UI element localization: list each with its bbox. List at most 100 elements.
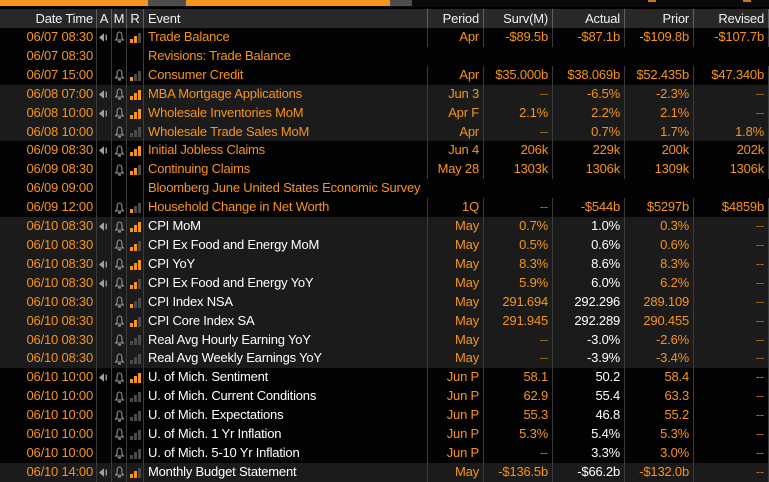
audio-cell	[96, 406, 111, 426]
prior-cell: 1.7%	[624, 122, 693, 142]
alert-cell	[111, 179, 126, 199]
speaker-icon[interactable]	[98, 108, 110, 119]
relevance-bars-icon	[129, 203, 141, 214]
prior-cell: 5.3%	[624, 425, 693, 444]
bell-icon[interactable]	[114, 428, 125, 440]
speaker-icon[interactable]	[98, 89, 110, 100]
alert-cell	[111, 28, 126, 47]
period-cell: May	[427, 349, 483, 369]
table-row[interactable]: 06/10 08:30 CPI Core Index SA M	[0, 311, 769, 331]
speaker-icon[interactable]	[98, 467, 110, 478]
table-row[interactable]: 06/10 10:00 U. of Mich. 1 Yr Inflat	[0, 425, 769, 444]
event-name: U. of Mich. Sentiment	[143, 368, 427, 388]
alert-cell	[111, 406, 126, 426]
tab-indicator-2[interactable]	[186, 0, 390, 6]
table-row[interactable]: 06/10 08:30 CPI YoY May 8.3	[0, 254, 769, 274]
table-row[interactable]: 06/10 08:30 CPI Ex Food and Energy	[0, 235, 769, 255]
bell-icon[interactable]	[114, 107, 125, 119]
table-row[interactable]: 06/09 12:00 Household Change in Net	[0, 198, 769, 218]
bell-icon[interactable]	[114, 466, 125, 478]
audio-cell	[96, 349, 111, 369]
bell-icon[interactable]	[114, 334, 125, 346]
table-row[interactable]: 06/10 14:00 Monthly Budget Statemen	[0, 462, 769, 482]
table-row[interactable]: 06/09 09:00 Bloomberg June United S	[0, 179, 769, 199]
bell-icon[interactable]	[114, 447, 125, 459]
table-row[interactable]: 06/10 08:30 CPI MoM May 0.7	[0, 217, 769, 236]
speaker-icon[interactable]	[98, 221, 110, 232]
bell-icon[interactable]	[114, 277, 125, 289]
table-row[interactable]: 06/09 08:30 Continuing Claims M	[0, 160, 769, 180]
bell-icon[interactable]	[114, 88, 125, 100]
audio-cell	[96, 273, 111, 293]
bell-icon[interactable]	[114, 164, 125, 176]
date-time-cell: 06/10 08:30	[26, 312, 94, 328]
bell-icon[interactable]	[114, 410, 125, 422]
table-row[interactable]: 06/10 08:30 CPI Ex Food and Energy	[0, 273, 769, 293]
event-name: CPI Ex Food and Energy YoY	[143, 273, 427, 293]
prior-cell: 0.6%	[624, 235, 693, 255]
bell-icon[interactable]	[114, 258, 125, 270]
bell-icon[interactable]	[114, 31, 125, 43]
revised-cell: --	[693, 443, 769, 463]
table-row[interactable]: 06/07 08:30 Revisions: Trade Balanc	[0, 46, 769, 66]
table-row[interactable]: 06/07 15:00 Consumer Credit Apr	[0, 65, 769, 85]
bell-icon[interactable]	[114, 372, 125, 384]
prior-cell: 3.0%	[624, 443, 693, 463]
table-row[interactable]: 06/10 10:00 U. of Mich. Sentiment	[0, 368, 769, 388]
relevance-bars-icon	[129, 429, 141, 440]
table-row[interactable]: 06/08 10:00 Wholesale Trade Sales M	[0, 122, 769, 142]
table-row[interactable]: 06/10 08:30 Real Avg Hourly Earning	[0, 330, 769, 350]
relevance-cell	[126, 311, 143, 331]
speaker-icon[interactable]	[98, 278, 110, 289]
bell-icon[interactable]	[114, 221, 125, 233]
tab-indicator-1[interactable]	[0, 0, 148, 6]
date-time-cell: 06/10 08:30	[26, 255, 94, 271]
surv-cell: 5.3%	[483, 425, 552, 444]
prior-cell: 58.4	[624, 368, 693, 388]
clipped-toolbar-text-fragment	[743, 0, 751, 2]
bell-icon[interactable]	[114, 353, 125, 365]
bell-icon[interactable]	[114, 69, 125, 81]
header-revised: Revised	[693, 9, 769, 28]
date-time-cell: 06/08 10:00	[26, 104, 94, 120]
period-cell: 1Q	[427, 198, 483, 218]
alert-cell	[111, 65, 126, 85]
table-row[interactable]: 06/10 08:30 Real Avg Weekly Earning	[0, 349, 769, 369]
bell-icon[interactable]	[114, 315, 125, 327]
table-row[interactable]: 06/07 08:30 Trade Balance Apr	[0, 28, 769, 47]
table-row[interactable]: 06/09 08:30 Initial Jobless Claims	[0, 141, 769, 161]
date-time-cell: 06/08 07:00	[26, 85, 94, 101]
table-row[interactable]: 06/10 10:00 U. of Mich. 5-10 Yr Inf	[0, 443, 769, 463]
event-name: Monthly Budget Statement	[143, 462, 427, 482]
prior-cell: $52.435b	[624, 65, 693, 85]
audio-cell	[96, 330, 111, 350]
table-header-row: Date Time A M R Event Period Surv(M) Act…	[0, 9, 769, 28]
event-name: Initial Jobless Claims	[143, 141, 427, 161]
date-time-cell: 06/09 09:00	[26, 180, 94, 196]
bell-icon[interactable]	[114, 391, 125, 403]
relevance-cell	[126, 368, 143, 388]
speaker-icon[interactable]	[98, 372, 110, 383]
relevance-bars-icon	[129, 259, 141, 270]
surv-cell: 291.694	[483, 292, 552, 312]
relevance-bars-icon	[129, 32, 141, 43]
clipped-toolbar-text-fragment	[648, 0, 656, 2]
actual-cell: 5.4%	[552, 425, 624, 444]
bell-icon[interactable]	[114, 202, 125, 214]
surv-cell: 0.5%	[483, 235, 552, 255]
bell-icon[interactable]	[114, 145, 125, 157]
table-row[interactable]: 06/08 07:00 MBA Mortgage Applicatio	[0, 84, 769, 104]
table-row[interactable]: 06/10 10:00 U. of Mich. Current Con	[0, 387, 769, 407]
relevance-cell	[126, 141, 143, 161]
bell-icon[interactable]	[114, 239, 125, 251]
prior-cell: 0.3%	[624, 217, 693, 236]
bell-icon[interactable]	[114, 126, 125, 138]
speaker-icon[interactable]	[98, 32, 110, 43]
speaker-icon[interactable]	[98, 259, 110, 270]
table-row[interactable]: 06/08 10:00 Wholesale Inventories M	[0, 103, 769, 123]
bell-icon[interactable]	[114, 296, 125, 308]
table-row[interactable]: 06/10 10:00 U. of Mich. Expectation	[0, 406, 769, 426]
alert-cell	[111, 254, 126, 274]
table-row[interactable]: 06/10 08:30 CPI Index NSA May	[0, 292, 769, 312]
speaker-icon[interactable]	[98, 145, 110, 156]
